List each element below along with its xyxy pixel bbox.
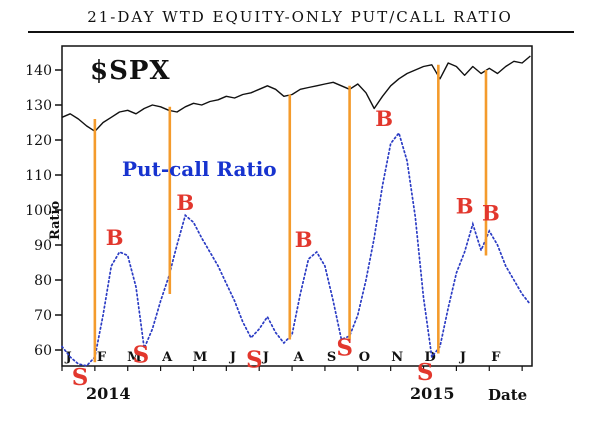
buy-signal-marker: B bbox=[106, 225, 124, 250]
y-axis-tick-label: 110 bbox=[25, 168, 52, 184]
x-month-label: F bbox=[97, 350, 107, 365]
y-axis-tick-label: 120 bbox=[25, 133, 52, 149]
plot-frame bbox=[61, 45, 533, 367]
y-axis-title: Ratio bbox=[48, 200, 63, 240]
y-axis-tick-label: 130 bbox=[25, 98, 52, 114]
x-axis-year-2014: 2014 bbox=[86, 384, 131, 403]
buy-signal-marker: B bbox=[375, 106, 393, 131]
y-axis-tick-label: 140 bbox=[25, 63, 52, 79]
x-month-label: A bbox=[293, 350, 305, 365]
x-axis-year-2015: 2015 bbox=[410, 384, 455, 403]
sell-signal-marker: S bbox=[246, 347, 263, 374]
buy-signal-marker: B bbox=[295, 227, 313, 252]
putcall-ratio-line bbox=[61, 131, 532, 367]
x-month-label: A bbox=[161, 350, 173, 365]
sell-signal-marker: S bbox=[133, 341, 150, 368]
y-axis-tick-label: 60 bbox=[34, 343, 52, 359]
x-month-label: S bbox=[327, 350, 336, 365]
spx-series-label: $SPX bbox=[90, 56, 171, 86]
x-month-label: M bbox=[127, 350, 141, 365]
buy-signal-marker: B bbox=[176, 190, 194, 215]
x-month-label: J bbox=[229, 350, 236, 365]
y-axis-tick-label: 90 bbox=[34, 238, 52, 254]
x-month-label: J bbox=[459, 350, 466, 365]
y-axis-tick-label: 80 bbox=[34, 273, 52, 289]
x-month-label: O bbox=[359, 350, 370, 365]
x-month-label: D bbox=[424, 350, 435, 365]
x-month-label: J bbox=[64, 350, 71, 365]
spx-line bbox=[61, 55, 531, 132]
sell-signal-marker: S bbox=[72, 364, 89, 391]
sell-signal-marker: S bbox=[336, 334, 353, 361]
x-month-label: N bbox=[391, 350, 403, 365]
buy-signal-marker: B bbox=[482, 201, 500, 226]
y-axis-tick-label: 100 bbox=[25, 203, 52, 219]
x-month-label: M bbox=[193, 350, 207, 365]
putcall-series-label: Put-call Ratio bbox=[122, 157, 277, 181]
x-axis-title: Date bbox=[488, 386, 528, 404]
y-axis-tick-label: 70 bbox=[34, 308, 52, 324]
x-month-label: J bbox=[262, 350, 269, 365]
x-month-label: F bbox=[491, 350, 501, 365]
buy-signal-marker: B bbox=[456, 194, 474, 219]
sell-signal-marker: S bbox=[417, 359, 434, 386]
title-underline bbox=[28, 31, 574, 33]
chart-title: 21-DAY WTD EQUITY-ONLY PUT/CALL RATIO bbox=[87, 8, 513, 26]
